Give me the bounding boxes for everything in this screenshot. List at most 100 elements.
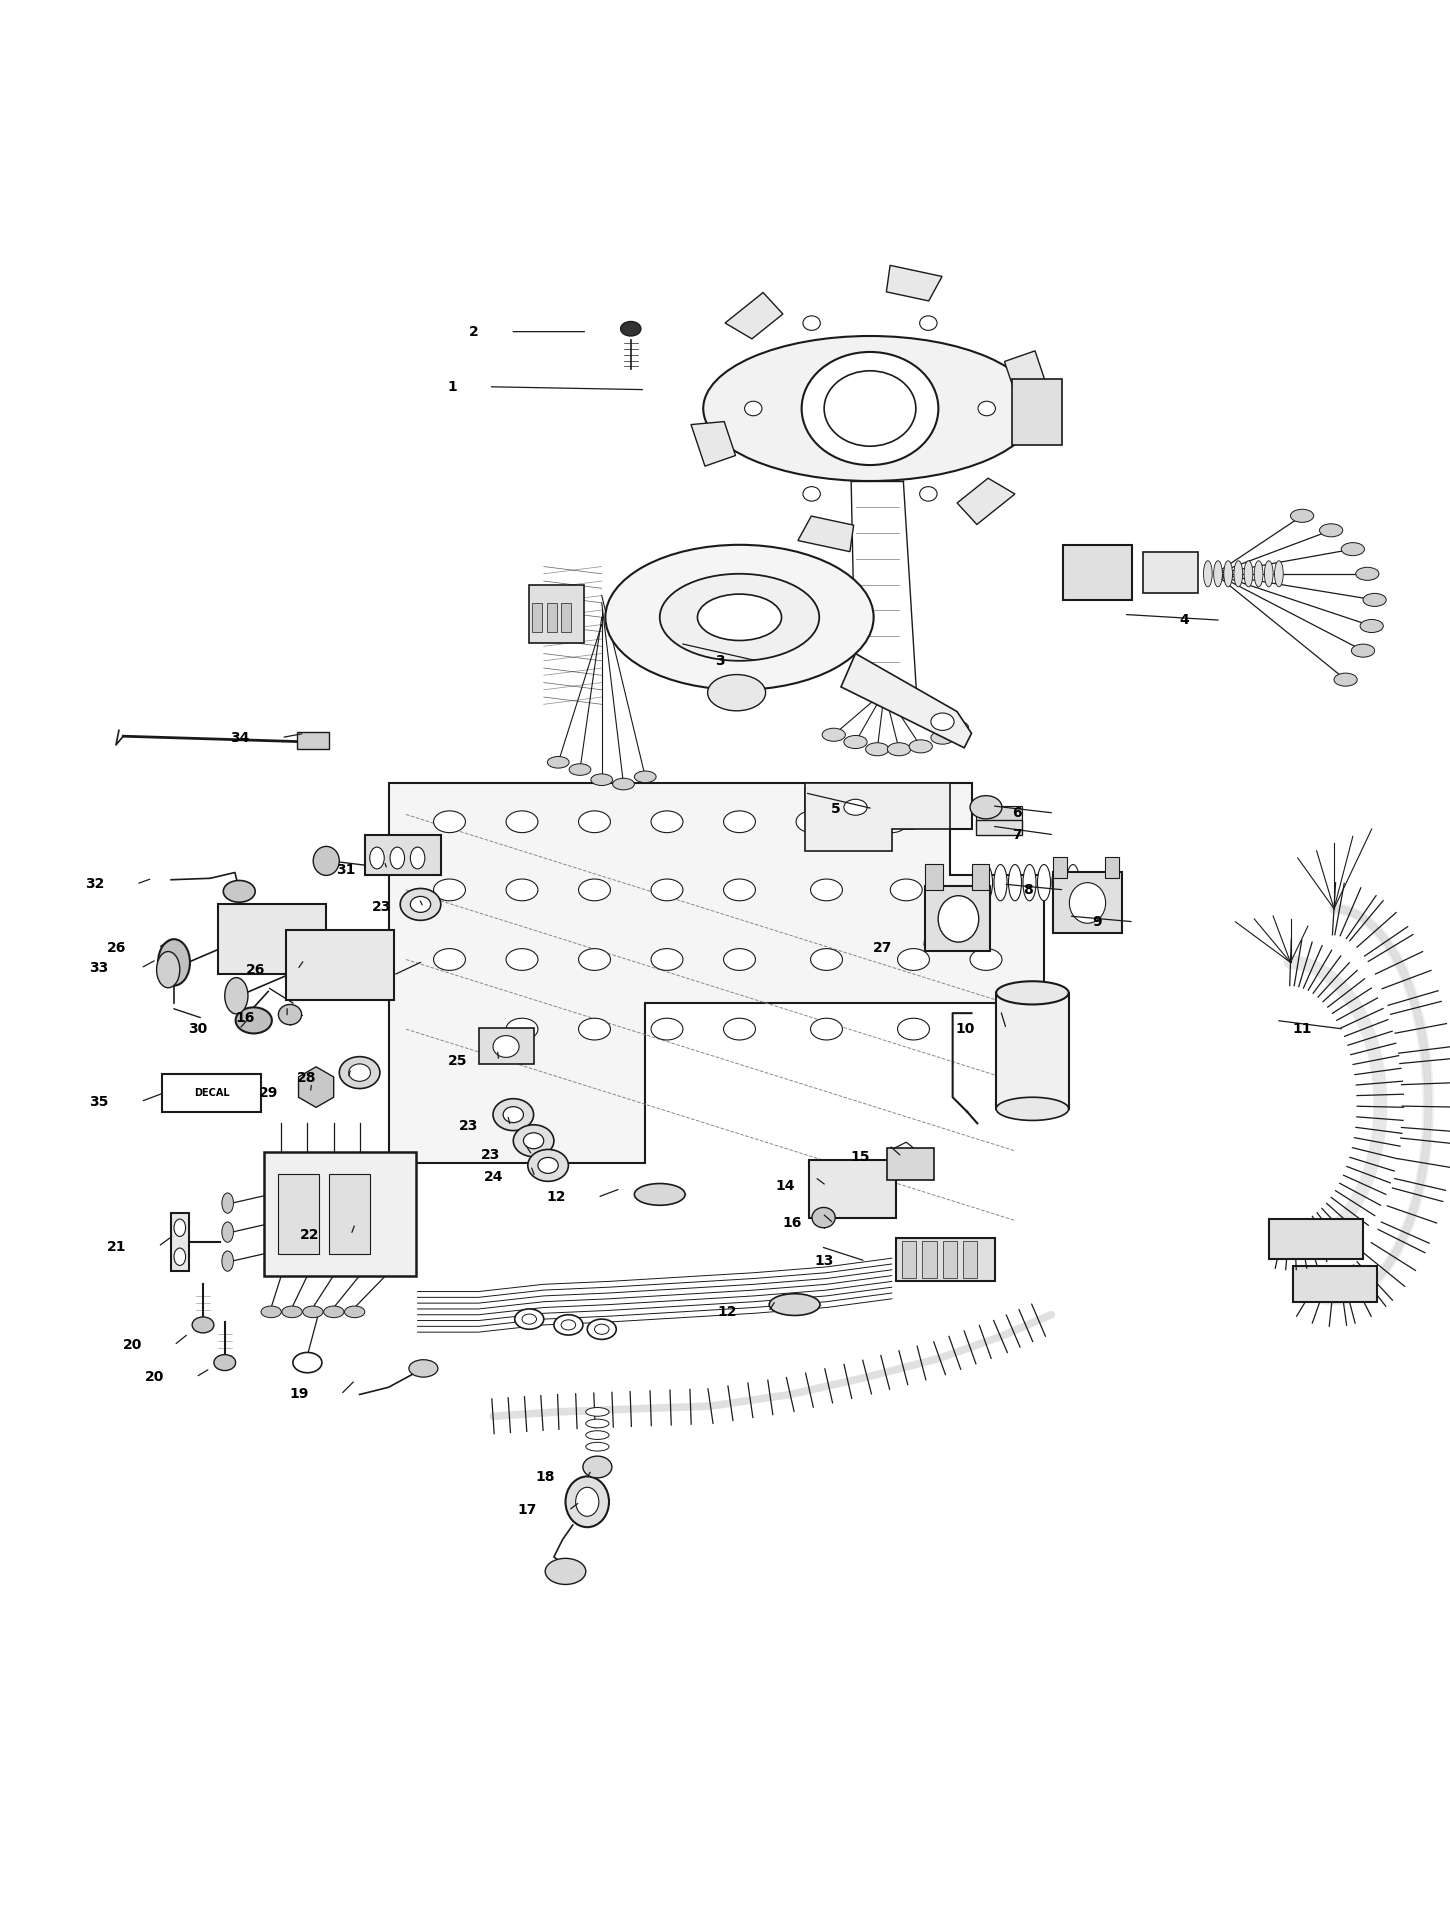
Polygon shape [805, 783, 950, 850]
Ellipse shape [1351, 645, 1375, 656]
Ellipse shape [613, 779, 635, 791]
Ellipse shape [1290, 509, 1314, 522]
Text: 26: 26 [247, 963, 265, 977]
Ellipse shape [811, 1019, 842, 1040]
Ellipse shape [522, 1315, 536, 1324]
Ellipse shape [583, 1457, 612, 1478]
Ellipse shape [651, 1019, 683, 1040]
Ellipse shape [890, 879, 922, 900]
Bar [529, 585, 584, 643]
Ellipse shape [503, 1107, 523, 1123]
Polygon shape [798, 516, 854, 551]
Ellipse shape [1214, 560, 1222, 587]
Ellipse shape [724, 812, 755, 833]
Ellipse shape [1069, 883, 1105, 923]
Ellipse shape [506, 1019, 538, 1040]
Bar [976, 819, 1022, 835]
Polygon shape [805, 789, 943, 829]
Ellipse shape [996, 981, 1069, 1004]
Ellipse shape [523, 1132, 544, 1149]
Ellipse shape [898, 948, 929, 971]
Polygon shape [1005, 351, 1048, 395]
Ellipse shape [235, 1007, 271, 1034]
Ellipse shape [812, 1207, 835, 1228]
Text: 4: 4 [1179, 614, 1189, 628]
Ellipse shape [1360, 620, 1383, 633]
Text: 17: 17 [518, 1503, 536, 1518]
Ellipse shape [566, 1476, 609, 1528]
Text: 30: 30 [188, 1023, 207, 1036]
Polygon shape [171, 1213, 188, 1270]
Bar [896, 1238, 995, 1282]
Text: 20: 20 [123, 1338, 142, 1353]
Ellipse shape [1009, 865, 1021, 900]
Ellipse shape [303, 1307, 323, 1318]
Ellipse shape [225, 977, 248, 1013]
Text: 23: 23 [373, 900, 392, 913]
Ellipse shape [1341, 543, 1364, 557]
Ellipse shape [1244, 560, 1253, 587]
Ellipse shape [345, 1307, 365, 1318]
Text: 8: 8 [1022, 883, 1032, 896]
Text: 27: 27 [873, 940, 892, 956]
Bar [218, 904, 326, 975]
Bar [561, 603, 571, 631]
Bar [963, 1242, 977, 1278]
Ellipse shape [621, 322, 641, 336]
Ellipse shape [1275, 560, 1283, 587]
Text: 26: 26 [107, 940, 126, 956]
Ellipse shape [568, 764, 592, 775]
Ellipse shape [768, 1293, 821, 1316]
Ellipse shape [506, 948, 538, 971]
Ellipse shape [323, 1307, 344, 1318]
Text: 16: 16 [236, 1011, 255, 1025]
Polygon shape [886, 265, 942, 301]
Ellipse shape [506, 879, 538, 900]
Ellipse shape [931, 714, 954, 731]
Ellipse shape [222, 1194, 233, 1213]
Ellipse shape [547, 756, 568, 768]
Bar [925, 885, 990, 950]
Ellipse shape [745, 401, 763, 416]
Ellipse shape [1204, 560, 1212, 587]
Ellipse shape [1320, 524, 1343, 537]
Ellipse shape [697, 595, 782, 641]
Ellipse shape [898, 1019, 929, 1040]
Ellipse shape [579, 879, 610, 900]
Ellipse shape [261, 1307, 281, 1318]
Text: 13: 13 [815, 1255, 834, 1268]
Text: 22: 22 [300, 1228, 319, 1242]
Bar [1105, 856, 1119, 879]
Ellipse shape [193, 1316, 215, 1334]
Text: 35: 35 [90, 1094, 109, 1109]
Text: 31: 31 [336, 864, 355, 877]
Text: 33: 33 [90, 961, 109, 975]
Bar [1063, 545, 1132, 601]
Ellipse shape [866, 743, 889, 756]
Ellipse shape [587, 1318, 616, 1339]
Text: 19: 19 [290, 1387, 309, 1401]
Ellipse shape [586, 1443, 609, 1451]
Ellipse shape [1334, 674, 1357, 687]
Ellipse shape [931, 731, 954, 745]
Ellipse shape [586, 1432, 609, 1439]
Ellipse shape [824, 370, 916, 447]
Text: 12: 12 [547, 1190, 566, 1205]
Text: 25: 25 [448, 1054, 467, 1069]
Ellipse shape [223, 881, 255, 902]
Ellipse shape [822, 727, 845, 741]
Ellipse shape [887, 743, 911, 756]
Ellipse shape [215, 1355, 235, 1370]
Ellipse shape [1363, 593, 1386, 606]
Ellipse shape [174, 1219, 186, 1236]
Text: 16: 16 [783, 1217, 802, 1230]
Ellipse shape [995, 865, 1006, 900]
Ellipse shape [293, 1353, 322, 1372]
Ellipse shape [278, 1004, 302, 1025]
Ellipse shape [1038, 865, 1051, 900]
Ellipse shape [158, 938, 190, 986]
Ellipse shape [796, 812, 828, 833]
Ellipse shape [1066, 865, 1079, 900]
Text: 12: 12 [718, 1305, 737, 1318]
Ellipse shape [651, 948, 683, 971]
